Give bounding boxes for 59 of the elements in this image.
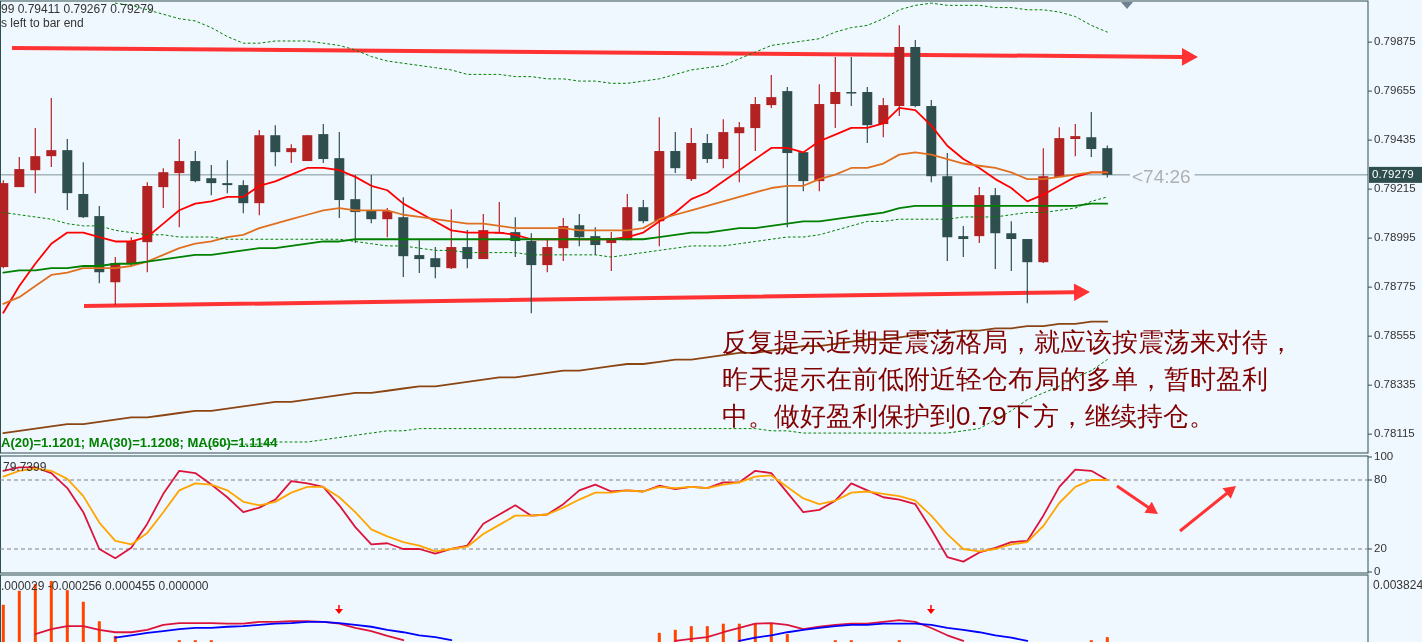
candlestick <box>878 97 889 138</box>
bar <box>657 632 661 642</box>
annotation: 中。做好盈利保护到0.79下方，继续持仓。 <box>722 401 1215 431</box>
candlestick <box>462 229 473 269</box>
candlestick <box>1086 111 1097 158</box>
text: 0.003824 <box>1373 578 1422 592</box>
y-tick-label: 0.78775 <box>1374 280 1416 293</box>
candlestick <box>190 150 201 183</box>
candlestick <box>206 164 217 196</box>
y-tick-label: 0 <box>1374 565 1381 578</box>
candlestick <box>158 167 169 209</box>
y-tick-label: 0.79875 <box>1374 35 1416 48</box>
ref-line-label: 0.79279 <box>1372 167 1414 180</box>
candlestick <box>46 97 57 168</box>
y-tick-label: 80 <box>1374 473 1387 486</box>
annotation: 99 0.79411 0.79267 0.79279 <box>1 2 154 16</box>
bar <box>65 590 69 642</box>
y-tick-label: 0.78335 <box>1374 378 1416 391</box>
candlestick <box>638 199 649 224</box>
y-tick-label: 0.79215 <box>1374 182 1416 195</box>
y-tick-label: 100 <box>1374 450 1394 463</box>
candlestick <box>414 239 425 274</box>
candlestick <box>846 56 857 107</box>
bar <box>1 604 5 642</box>
candlestick <box>766 74 777 109</box>
candlestick <box>734 121 745 183</box>
annotation: 昨天提示在前低附近轻仓布局的多单，暂时盈利 <box>722 364 1268 394</box>
candlestick <box>670 131 681 174</box>
candlestick <box>174 138 185 228</box>
candlestick <box>222 159 233 194</box>
candlestick <box>446 208 457 270</box>
candlestick <box>958 225 969 258</box>
bar <box>785 634 789 642</box>
bar <box>81 601 85 642</box>
candlestick <box>270 124 281 167</box>
bar <box>97 621 101 642</box>
y-tick-label: 0.79435 <box>1374 133 1416 146</box>
annotation: s left to bar end <box>1 16 84 30</box>
y-tick-label: 0.78555 <box>1374 329 1416 342</box>
candlestick <box>14 156 25 188</box>
candlestick <box>430 246 441 279</box>
candlestick <box>702 133 713 164</box>
candlestick <box>830 56 841 129</box>
y-tick-label: 0.78115 <box>1374 427 1415 440</box>
text: <74:26 <box>1132 166 1191 187</box>
candlestick <box>542 238 553 273</box>
candlestick <box>382 207 393 238</box>
candlestick <box>1070 123 1081 157</box>
y-tick-label: 0.79655 <box>1374 84 1416 97</box>
candlestick <box>1022 238 1033 304</box>
y-tick-label: 20 <box>1374 542 1387 555</box>
candlestick <box>286 143 297 164</box>
bar <box>1105 637 1109 642</box>
candlestick <box>30 127 41 194</box>
candlestick <box>78 161 89 219</box>
candlestick <box>1006 220 1017 272</box>
bar <box>17 590 21 642</box>
y-tick-label: 0.78995 <box>1374 231 1416 244</box>
annotation: A(20)=1.1201; MA(30)=1.1208; MA(60)=1.1144 <box>1 435 279 450</box>
